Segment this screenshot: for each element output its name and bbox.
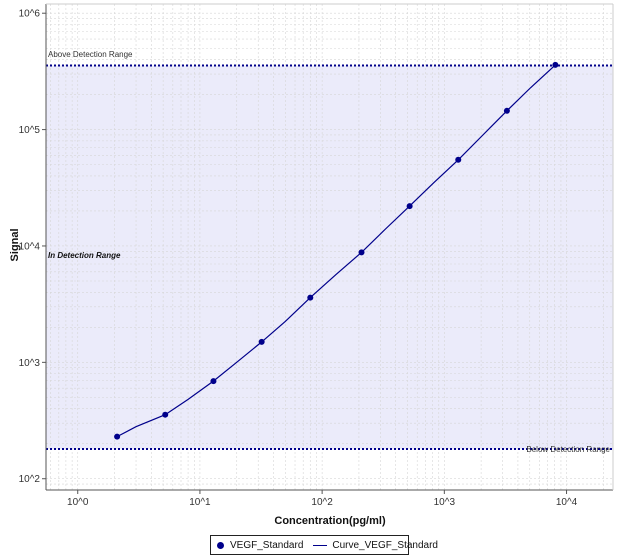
x-tick-label: 10^4 [556, 497, 578, 508]
series-line-curve [116, 64, 556, 438]
y-tick-label: 10^4 [19, 241, 41, 252]
y-axis-title: Signal [9, 228, 21, 261]
legend-line-icon [313, 544, 328, 546]
x-tick-label: 10^2 [311, 497, 333, 508]
data-point [552, 61, 559, 68]
above-detection-label: Above Detection Range [48, 50, 133, 59]
data-point [162, 411, 169, 418]
plot-background [46, 4, 613, 490]
detection-range-lines [46, 64, 613, 451]
x-tick-label: 10^3 [434, 497, 456, 508]
x-tick-label: 10^0 [67, 497, 89, 508]
data-point [307, 294, 314, 301]
y-tick-label: 10^6 [19, 9, 41, 20]
data-point [258, 338, 265, 345]
legend-item-points: VEGF_Standard [217, 540, 303, 551]
legend: VEGF_Standard Curve_VEGF_Standard [210, 535, 438, 555]
in-detection-label: In Detection Range [48, 251, 121, 260]
legend-label-curve: Curve_VEGF_Standard [332, 539, 438, 551]
x-axis-title: Concentration(pg/ml) [274, 515, 386, 527]
y-tick-label: 10^5 [19, 125, 41, 136]
below-detection-label: Below Detection Range [526, 445, 610, 454]
y-tick-label: 10^3 [19, 358, 41, 369]
data-point [503, 107, 510, 114]
series-layer [114, 61, 559, 440]
data-point [114, 433, 121, 440]
data-point [455, 156, 462, 163]
axes-layer: 10^0 10^1 10^2 10^3 10^4 10^2 10^3 10^4 10^5 10^6 [19, 3, 614, 508]
x-tick-label: 10^1 [189, 497, 211, 508]
data-point [358, 249, 365, 256]
legend-item-curve: Curve_VEGF_Standard [309, 540, 438, 551]
legend-label-points: VEGF_Standard [230, 539, 304, 551]
y-tick-label: 10^2 [19, 474, 41, 485]
legend-dot-icon [217, 541, 224, 549]
data-point [406, 203, 413, 210]
data-point [210, 378, 217, 385]
